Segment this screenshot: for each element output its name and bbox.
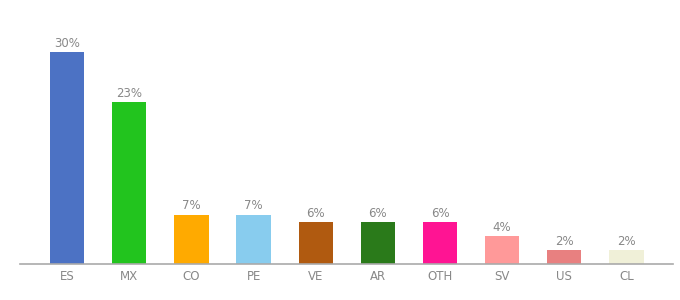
Bar — [485, 236, 520, 264]
Text: 30%: 30% — [54, 37, 80, 50]
Text: 4%: 4% — [493, 220, 511, 234]
Bar — [547, 250, 581, 264]
Text: 2%: 2% — [617, 235, 636, 248]
Text: 23%: 23% — [116, 86, 142, 100]
Text: 6%: 6% — [430, 206, 449, 220]
Text: 7%: 7% — [182, 200, 201, 212]
Bar — [299, 222, 333, 264]
Bar — [609, 250, 643, 264]
Bar — [112, 102, 146, 264]
Text: 6%: 6% — [369, 206, 387, 220]
Bar — [174, 214, 209, 264]
Bar — [423, 222, 457, 264]
Text: 6%: 6% — [307, 206, 325, 220]
Bar — [237, 214, 271, 264]
Text: 7%: 7% — [244, 200, 263, 212]
Text: 2%: 2% — [555, 235, 574, 248]
Bar — [361, 222, 395, 264]
Bar — [50, 52, 84, 264]
